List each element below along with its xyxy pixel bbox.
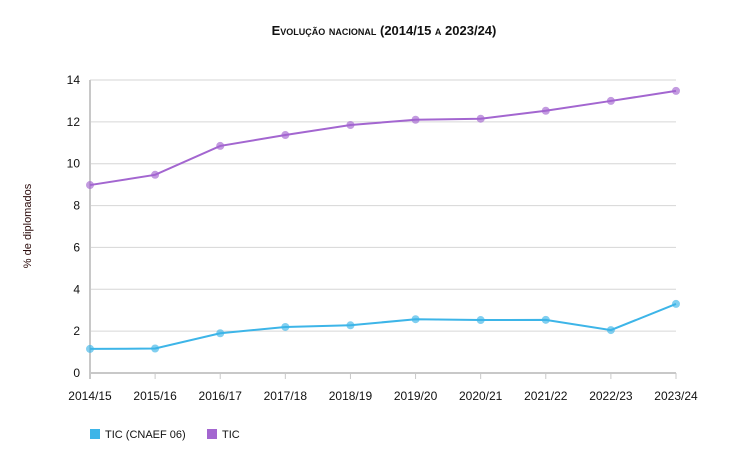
x-tick-label: 2015/16 (133, 389, 177, 403)
y-axis-label: % de diplomados (22, 183, 34, 268)
x-tick-label: 2020/21 (459, 389, 503, 403)
data-point (476, 316, 485, 325)
data-point (672, 86, 680, 95)
data-point (606, 326, 615, 335)
y-tick-label: 0 (73, 366, 80, 380)
x-tick-label: 2021/22 (524, 389, 568, 403)
x-tick-label: 2023/24 (654, 389, 698, 403)
x-tick-label: 2019/20 (394, 389, 438, 403)
data-point (541, 106, 550, 115)
legend-label: TIC (222, 429, 240, 441)
data-point (151, 344, 160, 353)
y-tick-label: 6 (73, 240, 80, 254)
y-tick-label: 4 (73, 282, 80, 296)
data-point (151, 170, 160, 179)
y-tick-label: 12 (67, 115, 81, 129)
y-tick-label: 8 (73, 199, 80, 213)
x-tick-label: 2014/15 (68, 389, 112, 403)
y-tick-label: 14 (67, 73, 81, 87)
data-point (541, 315, 550, 324)
legend-swatch (207, 429, 217, 439)
y-tick-label: 10 (67, 157, 81, 171)
data-point (281, 131, 290, 140)
legend-label: TIC (CNAEF 06) (105, 429, 186, 441)
data-point (216, 141, 225, 150)
series-line (89, 89, 677, 187)
y-tick-label: 2 (73, 324, 80, 338)
x-tick-label: 2018/19 (329, 389, 373, 403)
x-tick-label: 2017/18 (264, 389, 308, 403)
x-tick-label: 2022/23 (589, 389, 633, 403)
legend-swatch (90, 429, 100, 439)
data-point (281, 322, 290, 331)
series-line (89, 303, 677, 350)
data-point (216, 329, 225, 338)
data-point (346, 120, 355, 129)
data-point (86, 181, 94, 190)
data-point (411, 115, 420, 124)
data-point (606, 96, 615, 105)
data-point (86, 344, 94, 353)
data-point (672, 299, 680, 308)
data-point (476, 114, 485, 123)
data-point (411, 315, 420, 324)
data-point (346, 321, 355, 330)
x-tick-label: 2016/17 (199, 389, 243, 403)
chart-title: Evolução nacional (2014/15 a 2023/24) (272, 23, 497, 38)
